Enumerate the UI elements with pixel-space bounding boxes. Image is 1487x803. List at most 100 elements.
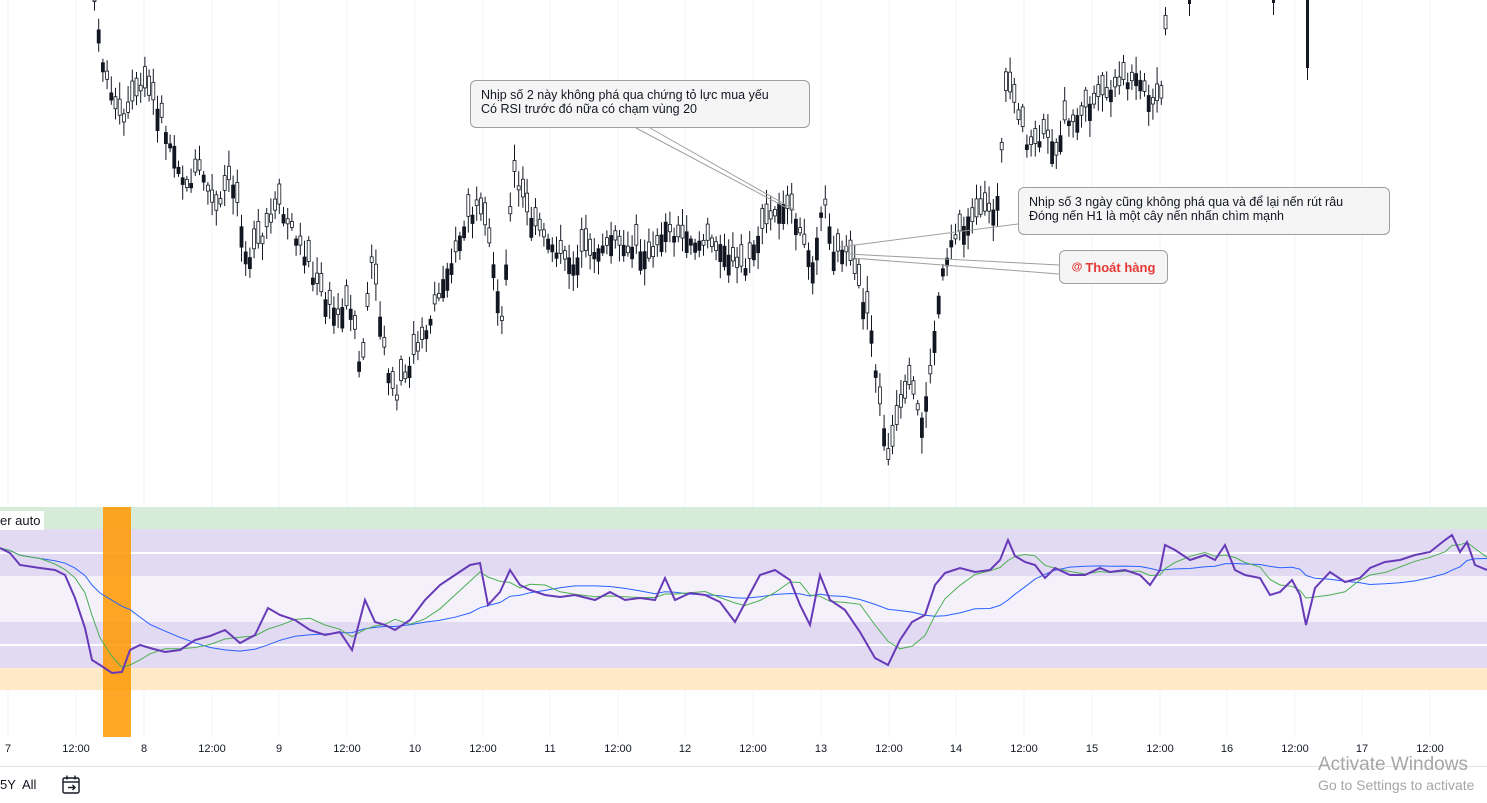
candle — [924, 382, 928, 428]
candle — [1188, 0, 1191, 16]
exit-signal-label[interactable]: @ Thoát hàng — [1059, 250, 1168, 284]
candle — [172, 135, 177, 178]
candle — [109, 76, 114, 105]
activation-watermark: Activate Windows Go to Settings to activ… — [1318, 754, 1474, 794]
candle — [810, 256, 815, 295]
candle — [831, 235, 836, 275]
candle — [1096, 75, 1101, 111]
candle — [714, 236, 718, 261]
candle — [231, 175, 236, 215]
candle — [962, 216, 966, 258]
candle — [592, 238, 597, 274]
candle — [403, 364, 408, 384]
candle — [147, 69, 152, 102]
candle — [815, 226, 819, 275]
exit-label-text: Thoát hàng — [1085, 259, 1156, 275]
candle — [1130, 64, 1134, 90]
candle — [1083, 86, 1088, 122]
time-axis-label: 12:00 — [604, 743, 632, 755]
time-axis-label: 12:00 — [739, 743, 767, 755]
candle — [1075, 108, 1080, 141]
candle — [432, 281, 437, 312]
exit-connector — [847, 253, 1060, 266]
candle — [521, 166, 525, 208]
candle — [352, 310, 357, 340]
candle — [966, 208, 970, 250]
highlight-column — [103, 507, 131, 737]
time-axis-label: 12:00 — [62, 743, 90, 755]
candle — [642, 239, 647, 286]
candle — [474, 186, 479, 221]
candle — [415, 330, 420, 361]
candle — [441, 265, 446, 302]
annotation-line: Có RSI trước đó nữa có chạm vùng 20 — [481, 102, 698, 116]
candle — [323, 292, 328, 325]
candle — [101, 58, 105, 82]
candle — [1079, 101, 1084, 128]
candle — [575, 244, 580, 288]
candle — [647, 228, 651, 262]
calendar-arrow-icon[interactable] — [60, 774, 84, 796]
candle — [453, 226, 458, 263]
candle — [1067, 118, 1071, 137]
candle — [134, 72, 139, 106]
time-axis-label: 13 — [814, 743, 828, 755]
candle — [168, 134, 173, 153]
candle — [348, 294, 353, 332]
candle — [890, 414, 895, 455]
annotation-callout[interactable]: Nhịp số 3 ngày cũng không phá qua và để … — [1018, 187, 1390, 235]
candle — [970, 198, 975, 234]
candle — [226, 150, 231, 192]
candle — [915, 399, 920, 416]
candle — [928, 348, 933, 384]
candle — [365, 281, 370, 311]
candle — [184, 175, 189, 192]
candle — [605, 230, 609, 255]
candle — [260, 232, 265, 261]
rsi-indicator-pane — [0, 507, 1487, 737]
candle — [701, 233, 706, 256]
candle — [327, 281, 332, 319]
candle — [176, 160, 181, 177]
candle — [609, 221, 613, 264]
candle — [529, 207, 534, 242]
exit-connector — [851, 257, 1060, 275]
candle — [798, 217, 802, 237]
range-all-button[interactable]: All — [22, 777, 37, 792]
candle — [449, 248, 454, 284]
indicator-pane-label[interactable]: er auto — [0, 511, 45, 530]
candle — [344, 279, 349, 310]
candle — [588, 233, 592, 270]
candle — [827, 213, 832, 251]
candle — [932, 320, 937, 366]
candle — [1033, 120, 1038, 157]
candle — [273, 191, 278, 219]
annotation-callout[interactable]: Nhịp số 2 này không phá qua chứng tỏ lực… — [470, 80, 810, 128]
candle — [579, 217, 584, 268]
candle — [210, 174, 215, 216]
range-5y-button[interactable]: 5Y — [0, 777, 16, 792]
candle — [1272, 0, 1275, 15]
candle — [285, 207, 290, 240]
rsi-slow-ma-line — [0, 547, 1487, 652]
candle — [264, 207, 269, 239]
rsi-line — [0, 533, 1487, 675]
at-sign-icon: @ — [1071, 261, 1083, 273]
candle — [899, 379, 903, 419]
candle — [1037, 125, 1042, 153]
candle — [1092, 85, 1096, 109]
candle — [92, 0, 97, 11]
candle — [155, 95, 160, 143]
candle — [243, 241, 248, 277]
candle — [1088, 96, 1092, 137]
note-1-connector — [635, 127, 786, 208]
candle — [470, 206, 475, 239]
candle — [991, 198, 996, 242]
candle — [756, 226, 760, 270]
candle — [436, 282, 441, 302]
candle — [268, 198, 273, 234]
candle — [558, 224, 563, 264]
candle — [378, 301, 383, 340]
candle — [1025, 134, 1029, 158]
